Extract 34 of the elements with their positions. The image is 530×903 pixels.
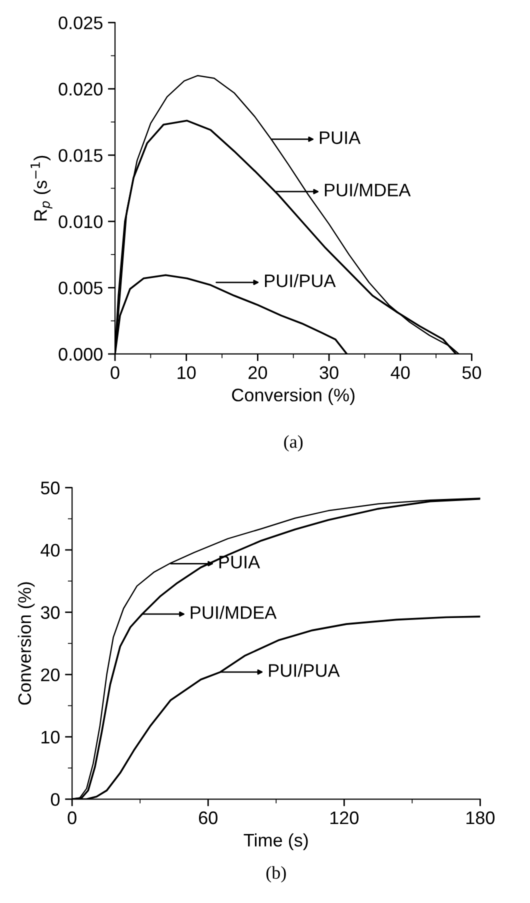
annotation: PUI/MDEA [190,606,277,619]
annotation: PUI/PUA [265,274,336,288]
y-tick-label: 40 [40,544,60,557]
x-tick-label: 180 [466,811,495,824]
annotation: PUIA [320,131,361,144]
y-axis-title: Conversion (%) [18,582,35,705]
y-tick-label: 30 [40,606,60,619]
x-tick-label: 20 [248,366,268,380]
text: (a) [284,435,303,452]
y-tick-label: 10 [42,730,60,744]
x-tick-label: 30 [320,366,338,380]
y-tick-label: 0.015 [58,149,102,162]
x-tick-label: 10 [178,366,196,380]
y-tick-label: 0.010 [58,215,103,228]
y-tick-label: 0.025 [58,16,102,30]
x-tick-label: 40 [390,366,410,380]
y-tick-label: 0.020 [58,82,103,96]
x-axis-title: Conversion (%) [232,388,354,405]
y-tick-label: 0 [50,793,60,806]
y-tick-label: 0.005 [58,282,102,294]
x-tick-label: 0 [68,811,76,824]
x-axis-title: Time (s) [244,833,308,850]
x-tick-label: 0 [110,366,120,380]
y-tick-label: 50 [40,482,60,494]
x-tick-label: 60 [198,811,218,824]
x-tick-label: 120 [330,811,359,824]
x-tick-label: 50 [462,366,482,380]
annotation: PUI/MDEA [324,183,411,196]
y-axis-title: R$_{p}$ (s$^{−1}$) [30,156,52,220]
annotation: PUIA [219,556,260,568]
annotation: PUI/PUA [269,664,340,677]
y-tick-label: 0.000 [58,348,103,361]
y-tick-label: 20 [41,668,60,682]
text: (b) [266,866,286,883]
